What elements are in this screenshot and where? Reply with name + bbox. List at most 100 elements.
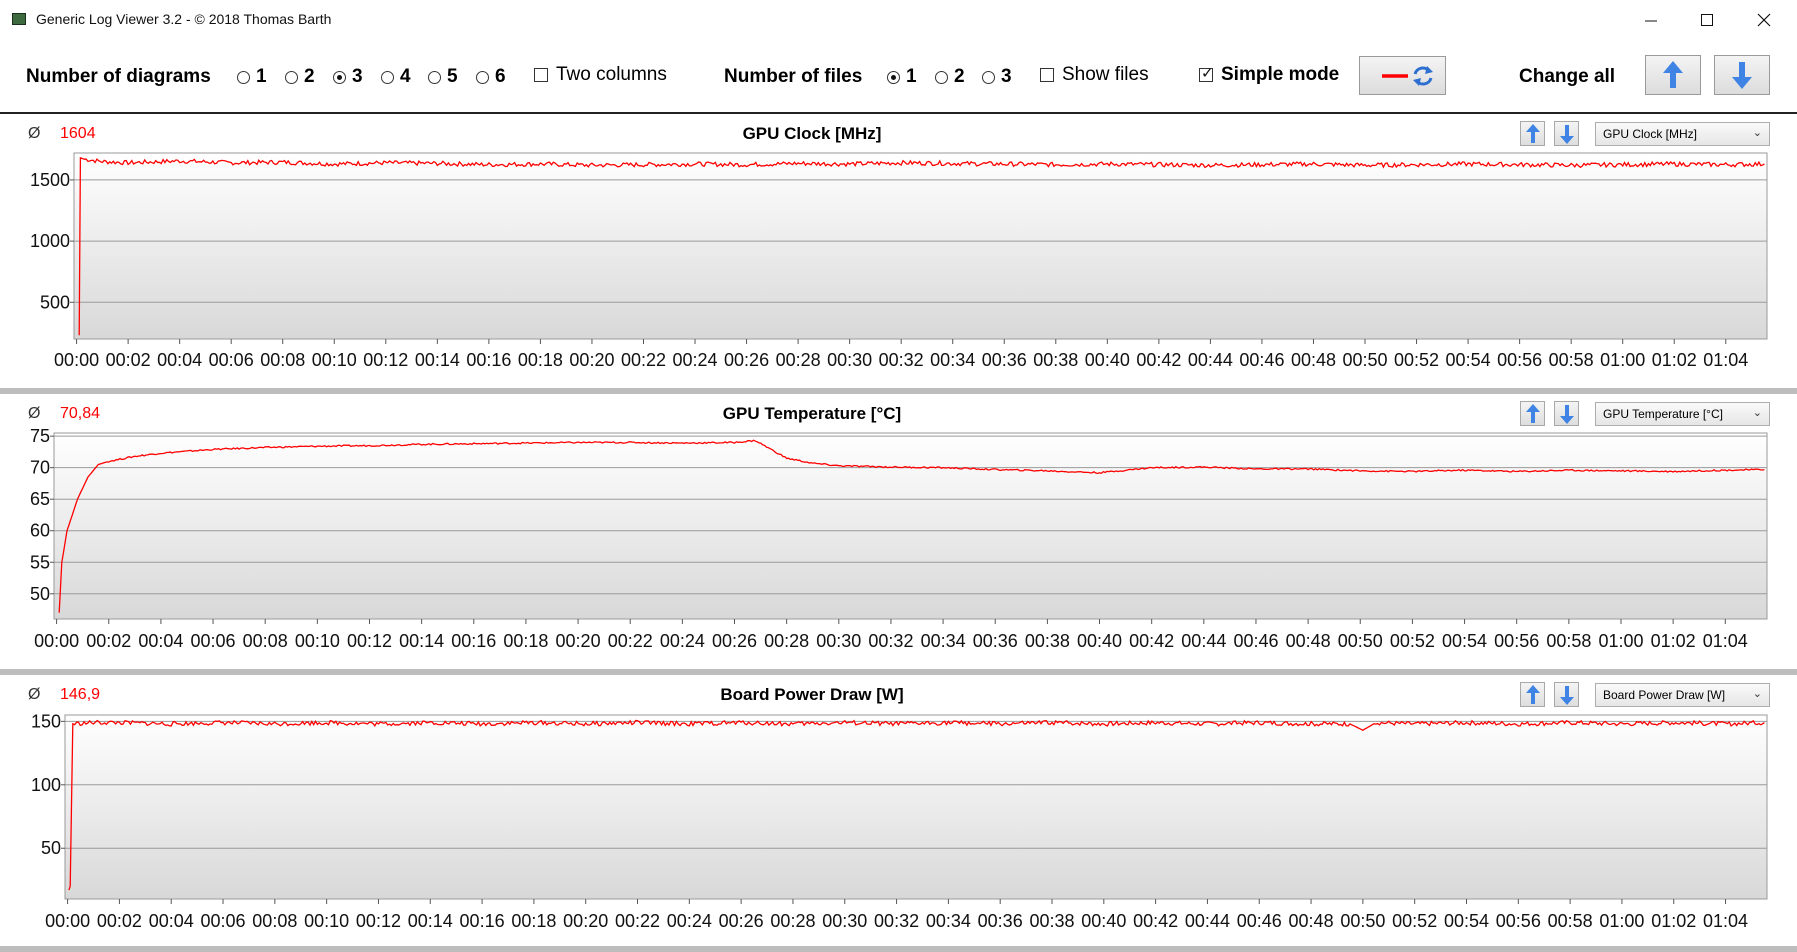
x-tick-label: 00:40: [1077, 631, 1122, 651]
x-tick-label: 00:24: [673, 350, 718, 370]
x-tick-label: 00:46: [1239, 350, 1284, 370]
minimize-button[interactable]: [1622, 0, 1680, 40]
radio-icon: [428, 70, 441, 84]
x-tick-label: 00:36: [973, 631, 1018, 651]
x-tick-label: 00:32: [879, 350, 924, 370]
x-tick-label: 00:18: [511, 911, 556, 931]
x-tick-label: 00:34: [921, 631, 966, 651]
x-tick-label: 00:48: [1286, 631, 1331, 651]
x-tick-label: 00:38: [1025, 631, 1070, 651]
arrow-up-icon: [1525, 684, 1540, 704]
files-option-1[interactable]: 1: [887, 66, 917, 88]
series-line: [78, 157, 1765, 336]
y-tick-label: 150: [31, 711, 61, 731]
maximize-button[interactable]: [1678, 0, 1736, 40]
x-tick-label: 00:50: [1340, 911, 1385, 931]
diagrams-option-5[interactable]: 5: [428, 66, 458, 88]
change-all-down-button[interactable]: [1714, 55, 1770, 95]
diagram-value-selector[interactable]: Board Power Draw [W] ⌄: [1595, 683, 1770, 707]
x-tick-label: 00:56: [1494, 631, 1539, 651]
x-tick-label: 01:00: [1599, 911, 1644, 931]
average-value: 146,9: [60, 686, 101, 703]
diagram-move-down-button[interactable]: [1554, 682, 1579, 707]
y-tick-label: 50: [41, 838, 61, 858]
y-tick-label: 50: [30, 584, 50, 604]
x-tick-label: 00:54: [1442, 631, 1487, 651]
y-tick-label: 75: [30, 426, 50, 446]
radio-icon: [476, 70, 489, 84]
checkbox-icon: [534, 68, 548, 82]
close-button[interactable]: [1735, 0, 1793, 40]
x-tick-label: 00:10: [295, 631, 340, 651]
average-value: 70,84: [60, 405, 101, 422]
number-of-files-label: Number of files: [724, 66, 863, 87]
change-all-up-button[interactable]: [1645, 55, 1701, 95]
x-tick-label: 00:20: [556, 631, 601, 651]
diagram-move-up-button[interactable]: [1520, 121, 1545, 146]
window-title: Generic Log Viewer 3.2 - © 2018 Thomas B…: [36, 11, 332, 27]
two-columns-checkbox[interactable]: Two columns: [534, 64, 667, 86]
x-tick-label: 00:00: [54, 350, 99, 370]
x-tick-label: 00:44: [1181, 631, 1226, 651]
radio-selected-icon: [887, 70, 900, 84]
x-tick-label: 01:04: [1703, 631, 1748, 651]
x-tick-label: 00:54: [1446, 350, 1491, 370]
x-tick-label: 00:02: [97, 911, 142, 931]
diagram-value-selector[interactable]: GPU Temperature [°C] ⌄: [1595, 402, 1770, 426]
diagram-value-selector[interactable]: GPU Clock [MHz] ⌄: [1595, 122, 1770, 146]
checkbox-icon: [1040, 68, 1054, 82]
y-tick-label: 65: [30, 489, 50, 509]
x-tick-label: 00:58: [1546, 631, 1591, 651]
arrow-down-icon: [1732, 62, 1752, 89]
series-line: [58, 439, 1765, 613]
x-tick-label: 00:10: [304, 911, 349, 931]
x-tick-label: 00:44: [1188, 350, 1233, 370]
close-icon: [1757, 13, 1771, 27]
minimize-icon: [1645, 20, 1657, 22]
diagrams-option-2[interactable]: 2: [285, 66, 315, 88]
diagram-move-up-button[interactable]: [1520, 682, 1545, 707]
x-tick-label: 00:34: [930, 350, 975, 370]
y-tick-label: 1500: [30, 170, 70, 190]
series-color-refresh-button[interactable]: [1359, 56, 1446, 95]
average-symbol: Ø: [28, 405, 41, 422]
arrow-up-icon: [1525, 123, 1540, 143]
x-tick-label: 00:54: [1444, 911, 1489, 931]
x-tick-label: 00:16: [466, 350, 511, 370]
diagrams-option-1[interactable]: 1: [237, 66, 267, 88]
toolbar-separator: [0, 112, 1797, 114]
x-tick-label: 00:48: [1291, 350, 1336, 370]
files-option-3[interactable]: 3: [982, 66, 1012, 88]
x-tick-label: 00:02: [86, 631, 131, 651]
x-tick-label: 00:34: [926, 911, 971, 931]
maximize-icon: [1701, 14, 1713, 26]
x-tick-label: 00:22: [608, 631, 653, 651]
show-files-checkbox[interactable]: Show files: [1040, 64, 1149, 86]
y-tick-label: 500: [40, 292, 70, 312]
diagram-move-down-button[interactable]: [1554, 401, 1579, 426]
diagrams-option-3[interactable]: 3: [333, 66, 363, 88]
x-tick-label: 00:14: [408, 911, 453, 931]
x-tick-label: 00:38: [1033, 350, 1078, 370]
diagram-move-down-button[interactable]: [1554, 121, 1579, 146]
y-tick-label: 100: [31, 775, 61, 795]
x-tick-label: 00:36: [982, 350, 1027, 370]
simple-mode-checkbox[interactable]: Simple mode: [1199, 64, 1339, 86]
x-tick-label: 00:06: [201, 911, 246, 931]
radio-icon: [381, 70, 394, 84]
files-option-2[interactable]: 2: [935, 66, 965, 88]
x-tick-label: 00:32: [868, 631, 913, 651]
x-tick-label: 00:04: [138, 631, 183, 651]
x-tick-label: 00:42: [1129, 631, 1174, 651]
x-tick-label: 00:28: [776, 350, 821, 370]
x-tick-label: 00:02: [106, 350, 151, 370]
diagrams-option-4[interactable]: 4: [381, 66, 411, 88]
x-tick-label: 00:30: [827, 350, 872, 370]
diagram-move-up-button[interactable]: [1520, 401, 1545, 426]
diagrams-option-6[interactable]: 6: [476, 66, 506, 88]
x-tick-label: 00:40: [1085, 350, 1130, 370]
average-value: 1604: [60, 125, 96, 142]
y-tick-label: 1000: [30, 231, 70, 251]
x-tick-label: 00:56: [1497, 350, 1542, 370]
number-of-diagrams-label: Number of diagrams: [26, 66, 211, 87]
